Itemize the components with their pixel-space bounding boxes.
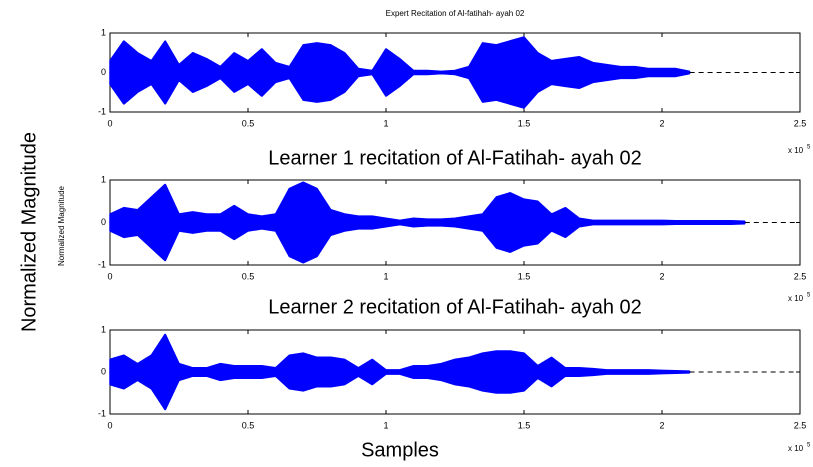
x-tick-label: 2 — [659, 118, 664, 128]
x-tick-label: 2 — [659, 271, 664, 281]
chart-title: Learner 1 recitation of Al-Fatihah- ayah… — [268, 147, 642, 169]
x-scale-exponent: 5 — [807, 145, 811, 151]
x-tick-label: 1 — [383, 118, 388, 128]
x-tick-label: 0.5 — [242, 118, 255, 128]
x-tick-label: 2 — [659, 420, 664, 430]
y-tick-label: 1 — [101, 27, 106, 37]
x-tick-label: 1.5 — [518, 420, 531, 430]
x-tick-label: 0 — [107, 420, 112, 430]
x-scale-label: x 10 — [788, 444, 804, 453]
y-tick-label: -1 — [98, 106, 106, 116]
x-tick-label: 2.5 — [794, 271, 807, 281]
x-scale-exponent: 5 — [807, 293, 811, 299]
y-tick-label: 0 — [101, 67, 106, 77]
waveform-upper — [109, 333, 691, 373]
chart-title: Expert Recitation of Al-fatihah- ayah 02 — [386, 9, 525, 18]
x-scale-label: x 10 — [788, 146, 804, 155]
y-axis-label: Normalized Magnitude — [18, 132, 40, 332]
chart-title: Learner 2 recitation of Al-Fatihah- ayah… — [268, 296, 642, 318]
y-axis-label-small: Normalized Magnitude — [57, 185, 66, 266]
waveform-upper — [109, 36, 691, 74]
waveform-lower — [109, 71, 691, 109]
x-tick-label: 1 — [383, 420, 388, 430]
y-tick-label: 0 — [101, 366, 106, 376]
x-tick-label: 1.5 — [518, 118, 531, 128]
x-scale-exponent: 5 — [807, 443, 811, 449]
x-tick-label: 2.5 — [794, 420, 807, 430]
waveform-upper — [109, 181, 746, 224]
x-tick-label: 0 — [107, 118, 112, 128]
waveform-lower — [109, 221, 746, 264]
waveform-lower — [109, 371, 691, 411]
x-tick-label: 2.5 — [794, 118, 807, 128]
y-tick-label: 1 — [101, 324, 106, 334]
y-tick-label: -1 — [98, 259, 106, 269]
x-axis-label: Samples — [361, 439, 439, 461]
x-tick-label: 0.5 — [242, 420, 255, 430]
y-tick-label: 0 — [101, 217, 106, 227]
x-tick-label: 1 — [383, 271, 388, 281]
y-tick-label: -1 — [98, 408, 106, 418]
y-tick-label: 1 — [101, 174, 106, 184]
x-tick-label: 0 — [107, 271, 112, 281]
x-tick-label: 0.5 — [242, 271, 255, 281]
x-scale-label: x 10 — [788, 294, 804, 303]
x-tick-label: 1.5 — [518, 271, 531, 281]
